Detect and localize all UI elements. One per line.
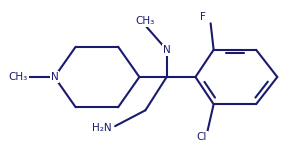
Text: F: F bbox=[200, 12, 206, 22]
Text: N: N bbox=[50, 72, 58, 82]
Text: CH₃: CH₃ bbox=[136, 16, 155, 26]
Text: N: N bbox=[163, 45, 170, 55]
Text: Cl: Cl bbox=[196, 132, 207, 142]
Text: CH₃: CH₃ bbox=[9, 72, 28, 82]
Text: H₂N: H₂N bbox=[91, 123, 111, 133]
